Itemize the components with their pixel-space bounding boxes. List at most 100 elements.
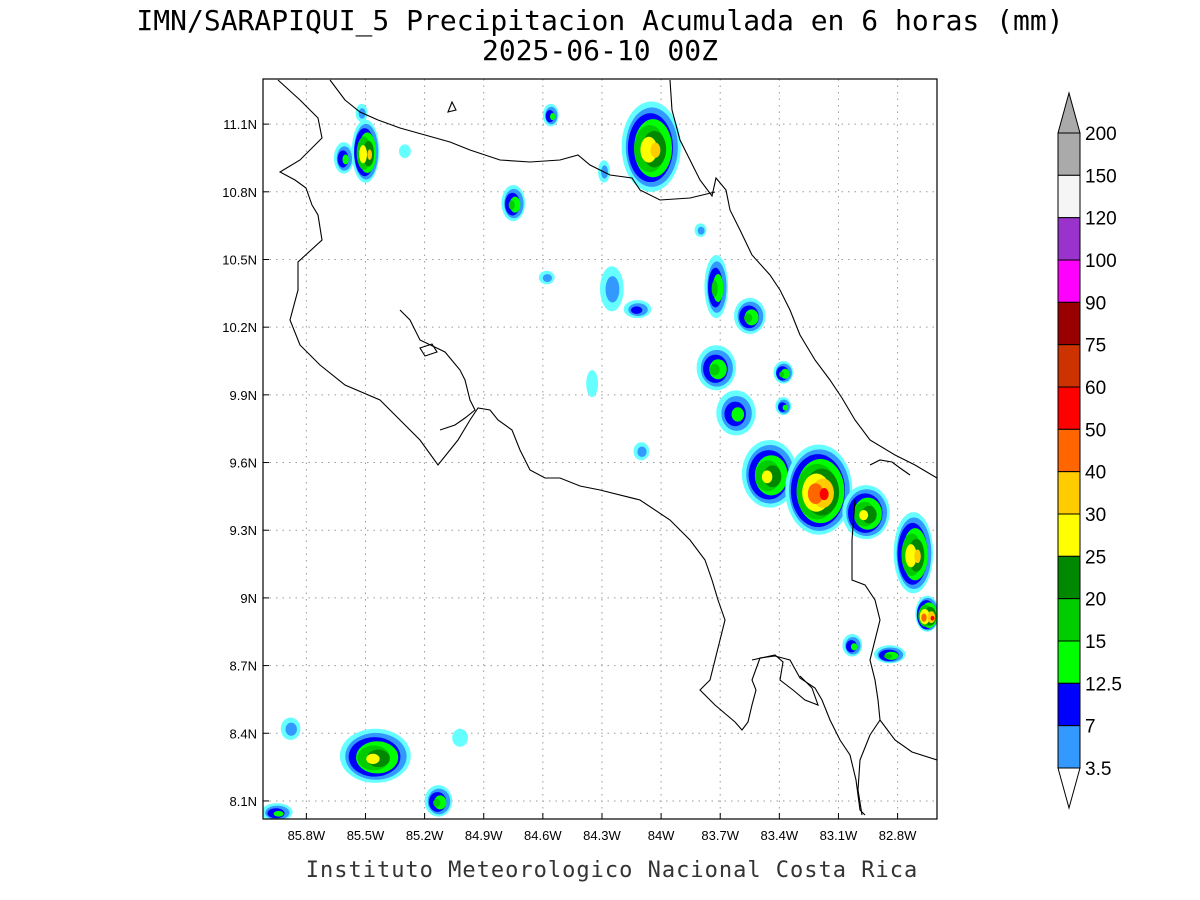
lat-tick-label: 10.5N (222, 252, 257, 267)
precip-cell (704, 254, 729, 319)
precip-contour (782, 404, 788, 411)
precip-contour (508, 200, 515, 210)
caribbean-coast-inlet (869, 459, 911, 476)
precip-contour (884, 653, 893, 659)
map-subtitle: 2025-06-10 00Z (482, 34, 718, 67)
colorbar-swatch (1057, 344, 1081, 388)
precip-contour (285, 722, 297, 736)
colorbar-label: 50 (1085, 420, 1106, 441)
precip-cell (339, 728, 411, 783)
colorbar-swatch (1057, 725, 1081, 769)
map-title: IMN/SARAPIQUI_5 Precipitacion Acumulada … (136, 4, 1063, 38)
precip-cell (333, 142, 354, 174)
precip-contour (342, 154, 349, 165)
precip-cell (741, 439, 798, 508)
colorbar-swatch (1057, 386, 1081, 430)
precip-cell (785, 444, 853, 535)
colorbar-label: 120 (1085, 209, 1117, 230)
precip-contour (819, 488, 829, 501)
lat-tick-label: 10.2N (222, 320, 257, 335)
precip-contour (452, 728, 468, 747)
colorbar-label: 20 (1085, 590, 1106, 611)
precip-contour (605, 276, 620, 303)
precipitation-field (263, 101, 937, 819)
colorbar-label: 200 (1085, 124, 1117, 145)
lat-tick-label: 8.4N (230, 726, 257, 741)
colorbar-label: 75 (1085, 336, 1106, 357)
precip-cell (623, 300, 652, 319)
lon-tick-label: 84.9W (465, 828, 503, 843)
precip-contour (761, 470, 773, 484)
precip-cell (263, 803, 293, 819)
lon-tick-label: 85.8W (288, 828, 326, 843)
precip-contour (859, 510, 869, 521)
gulf-island (419, 343, 438, 357)
precip-cell (424, 785, 453, 817)
nicaragua-border (329, 79, 716, 201)
colorbar-swatch (1057, 301, 1081, 346)
precip-contour (366, 753, 380, 764)
precip-contour (367, 149, 372, 160)
precip-cell (542, 103, 559, 127)
precip-contour (359, 145, 368, 164)
colorbar-label: 25 (1085, 547, 1106, 568)
precip-contour (914, 549, 921, 564)
precip-contour (273, 810, 284, 817)
colorbar-swatch (1057, 174, 1081, 219)
colorbar-swatch (1057, 640, 1081, 684)
colorbar-swatch (1057, 555, 1081, 600)
lon-tick-label: 85.2W (406, 828, 444, 843)
colorbar-label: 7 (1085, 717, 1096, 738)
colorbar-swatch (1057, 428, 1081, 473)
precip-contour (905, 544, 917, 568)
map-background (263, 79, 937, 819)
precip-cell (586, 370, 599, 398)
precip-cell (501, 185, 526, 222)
lon-tick-label: 83.4W (761, 828, 799, 843)
precip-cell (915, 595, 937, 632)
precip-contour (807, 483, 824, 505)
precip-cell (773, 361, 794, 384)
precip-contour (586, 370, 599, 398)
precip-contour (779, 371, 785, 378)
precip-contour (542, 274, 552, 282)
lon-tick-label: 82.8W (879, 828, 917, 843)
precip-cell (621, 101, 681, 192)
lon-tick-label: 84.3W (583, 828, 621, 843)
precip-contour (850, 643, 858, 651)
precip-cell (538, 270, 555, 285)
precip-contour (550, 113, 556, 121)
precip-cell (633, 442, 650, 461)
lon-tick-label: 85.5W (347, 828, 385, 843)
colorbar-upper-extend (1057, 91, 1081, 134)
colorbar-label: 90 (1085, 293, 1106, 314)
panama-border (851, 499, 881, 816)
chiriqui-coast (879, 719, 937, 761)
precip-contour (398, 144, 411, 158)
precip-cell (696, 345, 736, 391)
precip-contour (650, 142, 661, 158)
colorbar-label: 60 (1085, 378, 1106, 399)
nicoya-gulf-coast (399, 309, 476, 431)
lat-tick-label: 9N (240, 591, 257, 606)
precip-cell (734, 297, 766, 334)
precip-cell (452, 728, 468, 747)
precip-cell (280, 717, 301, 741)
colorbar-lower-extend (1057, 767, 1081, 810)
precip-contour (433, 798, 441, 808)
lake-island (447, 100, 457, 113)
pacific-coastline (277, 79, 736, 723)
golfo-dulce-coast (751, 654, 819, 706)
map-plot-area (262, 78, 938, 820)
colorbar-label: 100 (1085, 251, 1117, 272)
precip-cell (351, 119, 380, 183)
lat-tick-label: 9.3N (230, 523, 257, 538)
footer-credit: Instituto Meteorologico Nacional Costa R… (306, 858, 919, 883)
precip-cell (842, 485, 890, 540)
colorbar: 3.5 7 12.5 15 20 25 30 40 50 60 75 90 100 120 150 200 (1057, 91, 1122, 810)
precip-cell (873, 645, 906, 664)
lon-tick-label: 83.7W (701, 828, 739, 843)
colorbar-swatch (1057, 598, 1081, 642)
colorbar-swatch (1057, 682, 1081, 727)
